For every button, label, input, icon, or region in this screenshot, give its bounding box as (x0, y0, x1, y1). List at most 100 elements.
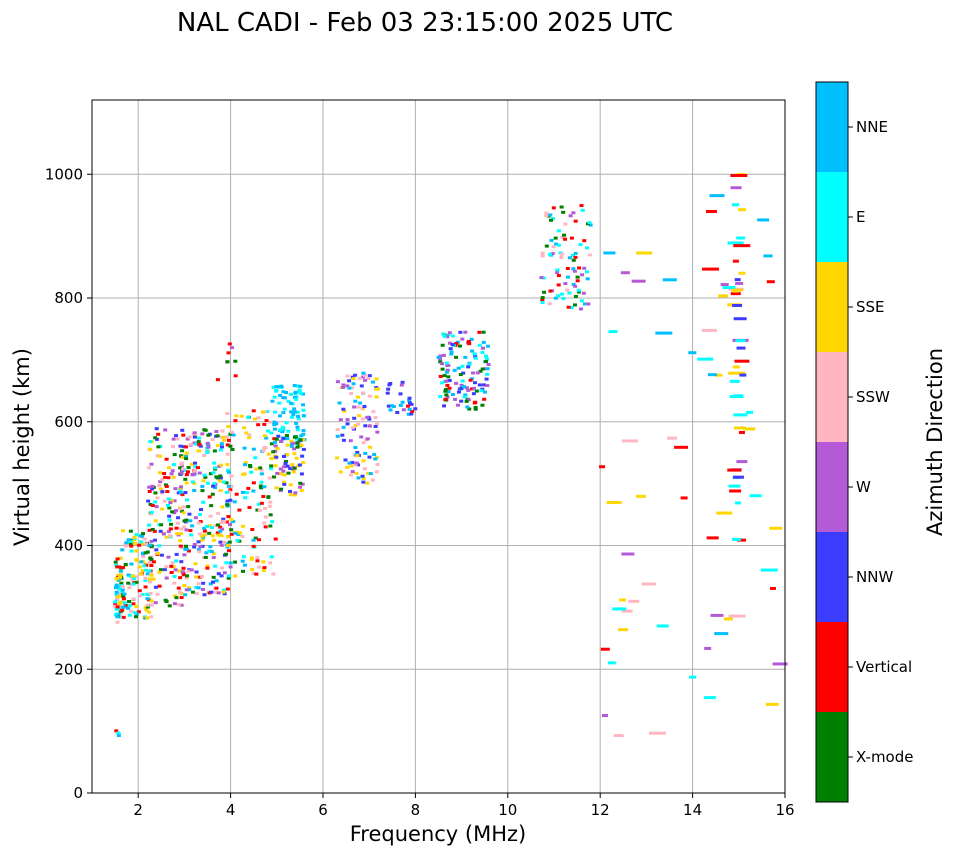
echo-point (194, 570, 199, 574)
echo-point (224, 520, 229, 524)
echo-point (124, 541, 129, 545)
echo-point (158, 529, 163, 533)
echo-point (460, 364, 465, 368)
echo-point (207, 524, 212, 528)
echo-point (180, 449, 185, 453)
echo-point (299, 434, 304, 438)
echo-point (733, 244, 751, 248)
echo-point (281, 469, 286, 473)
echo-point (355, 454, 360, 458)
echo-point (184, 518, 189, 522)
echo-point (341, 383, 346, 387)
echo-point (121, 615, 126, 619)
echo-point (296, 414, 301, 418)
echo-point (169, 499, 174, 503)
echo-point (220, 566, 225, 570)
echo-point (121, 594, 126, 598)
echo-point (122, 605, 127, 609)
echo-point (338, 418, 343, 422)
echo-point (266, 495, 271, 499)
echo-point (573, 255, 578, 259)
echo-point (370, 478, 375, 482)
plot-frame (91, 99, 786, 794)
echo-point (354, 471, 359, 475)
echo-point (730, 174, 748, 178)
echo-point (291, 441, 296, 445)
echo-point (246, 415, 251, 419)
echo-point (213, 466, 218, 470)
echo-point (583, 302, 588, 306)
echo-point (126, 606, 131, 610)
echo-point (374, 387, 379, 391)
echo-point (196, 548, 201, 552)
echo-point (180, 428, 185, 432)
echo-point (540, 296, 545, 300)
echo-point (337, 401, 342, 405)
echo-point (208, 545, 213, 549)
echo-point (118, 600, 123, 604)
echo-point (277, 414, 282, 418)
y-axis-ticks: 0 200 400 600 800 1000 (45, 165, 92, 802)
echo-point (560, 235, 565, 239)
echo-point (229, 484, 234, 488)
echo-point (213, 564, 218, 568)
echo-point (474, 389, 479, 393)
echo-point (438, 360, 443, 364)
echo-point (216, 533, 221, 537)
x-tick-label: 2 (133, 801, 143, 819)
echo-point (165, 503, 170, 507)
echo-point (160, 490, 165, 494)
echo-point (213, 524, 218, 528)
echo-point (354, 461, 359, 465)
echo-point (186, 569, 191, 573)
echo-point (335, 428, 340, 432)
echo-point (341, 438, 346, 442)
echo-point (162, 499, 167, 503)
echo-point (121, 597, 126, 601)
echo-point (127, 613, 132, 617)
echo-point (272, 420, 277, 424)
echo-point (167, 514, 172, 518)
echo-point (116, 573, 121, 577)
echo-point (274, 385, 279, 389)
echo-point (269, 442, 274, 446)
echo-point (151, 560, 156, 564)
echo-point (202, 473, 207, 477)
echo-point (453, 397, 458, 401)
echo-point (463, 393, 468, 397)
echo-point (272, 410, 277, 414)
colorbar-tick-label: Vertical (856, 658, 912, 676)
echo-point (147, 561, 152, 565)
azimuth-colorbar: X-mode Vertical NNW W SSW SSE E NNE (815, 81, 913, 803)
echo-point (447, 386, 452, 390)
echo-point (281, 436, 286, 440)
echo-point (607, 661, 616, 665)
echo-point (271, 475, 276, 479)
echo-point (173, 509, 178, 513)
echo-point (134, 549, 139, 553)
echo-point (247, 436, 252, 440)
echo-point (347, 461, 352, 465)
echo-point (621, 609, 633, 613)
echo-point (215, 434, 220, 438)
echo-point (667, 436, 678, 440)
echo-point (578, 243, 583, 247)
echo-point (464, 386, 469, 390)
echo-point (299, 488, 304, 492)
echo-point (154, 505, 159, 509)
echo-point (293, 491, 298, 495)
echo-point (217, 479, 222, 483)
echo-point (269, 464, 274, 468)
echo-point (183, 491, 188, 495)
echo-point (735, 501, 742, 505)
echo-point (180, 570, 185, 574)
echo-point (172, 602, 177, 606)
echo-point (128, 529, 133, 533)
echo-point (240, 524, 245, 528)
echo-point (193, 516, 198, 520)
echo-point (701, 328, 717, 332)
echo-point (442, 334, 447, 338)
echo-point (226, 351, 231, 355)
echo-point (445, 395, 450, 399)
